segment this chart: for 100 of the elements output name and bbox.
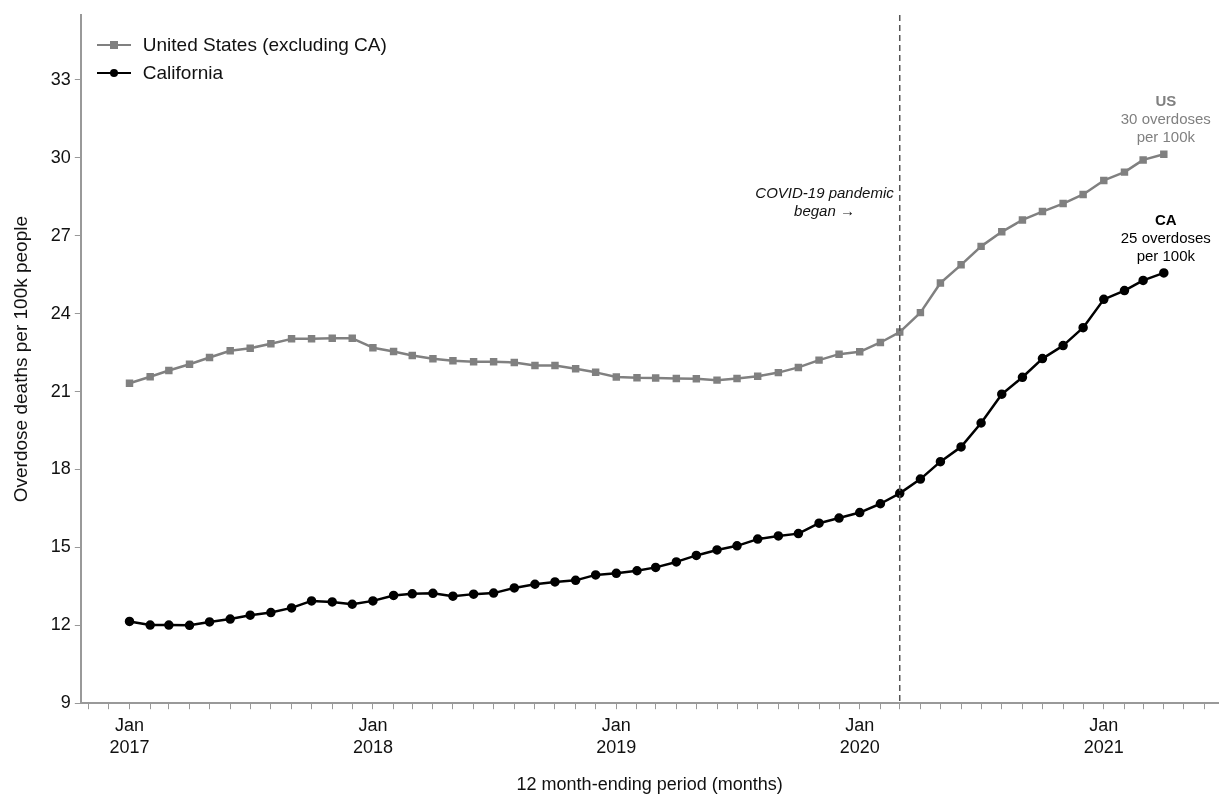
point	[267, 340, 275, 348]
point	[590, 570, 601, 580]
ref-line-label: COVID-19 pandemic began →	[755, 183, 894, 220]
point	[672, 374, 681, 383]
point	[408, 351, 416, 360]
point	[266, 607, 276, 618]
point	[632, 566, 642, 576]
point	[448, 591, 458, 601]
point	[245, 610, 255, 620]
point	[713, 376, 721, 384]
point	[1100, 176, 1108, 185]
point	[146, 373, 154, 381]
point	[571, 364, 580, 373]
point	[876, 338, 885, 347]
point	[205, 353, 214, 362]
y-tick-label: 24	[50, 302, 71, 323]
point	[915, 474, 926, 484]
point	[793, 528, 804, 539]
point	[752, 534, 763, 544]
point	[916, 308, 925, 317]
y-tick-label: 33	[50, 68, 71, 89]
y-tick-label: 18	[50, 458, 71, 479]
x-tick-label: Jan 2017	[109, 714, 150, 757]
point	[469, 357, 478, 366]
point	[591, 368, 600, 377]
point	[651, 374, 660, 382]
point	[1159, 268, 1169, 278]
point	[226, 347, 234, 355]
annotation: US 30 overdoses per 100k	[1120, 92, 1211, 147]
point	[997, 389, 1007, 399]
point	[976, 418, 986, 428]
point	[1017, 372, 1028, 383]
point	[489, 357, 498, 366]
point	[306, 596, 317, 606]
point	[856, 348, 864, 356]
point	[1099, 294, 1109, 305]
point	[389, 347, 398, 356]
point	[225, 614, 235, 624]
point	[1018, 216, 1027, 224]
point	[550, 577, 560, 587]
point	[1160, 150, 1168, 158]
legend-label: United States (excluding CA)	[142, 34, 387, 56]
point	[1079, 190, 1087, 199]
x-tick-label: Jan 2018	[352, 714, 393, 757]
point	[204, 617, 215, 627]
point	[692, 375, 701, 383]
point	[164, 620, 174, 630]
point	[428, 588, 438, 599]
point	[407, 589, 418, 599]
point	[1078, 322, 1088, 333]
point	[753, 372, 762, 380]
y-axis-title: Overdose deaths per 100k people	[9, 215, 31, 503]
point	[956, 442, 966, 452]
point	[551, 361, 559, 370]
point	[732, 541, 742, 551]
point	[1120, 168, 1129, 176]
point	[488, 588, 499, 598]
point	[977, 242, 985, 251]
point	[794, 363, 803, 372]
point	[1119, 285, 1130, 296]
point	[774, 368, 783, 377]
x-tick-label: Jan 2020	[839, 714, 880, 757]
point	[1139, 156, 1147, 164]
x-axis-title: 12 month-ending period (months)	[516, 774, 783, 795]
point	[307, 335, 316, 343]
point	[814, 518, 824, 528]
point	[510, 358, 519, 367]
point	[633, 374, 641, 382]
point	[327, 597, 337, 607]
point	[773, 531, 784, 541]
point	[347, 599, 357, 610]
point	[287, 335, 296, 343]
point	[124, 616, 135, 627]
y-tick-label: 15	[50, 536, 71, 557]
y-tick-label: 21	[50, 380, 71, 401]
point	[368, 596, 378, 606]
point	[612, 373, 621, 381]
point	[957, 261, 965, 269]
point	[286, 603, 297, 613]
point	[429, 355, 437, 363]
x-tick-label: Jan 2019	[596, 714, 637, 757]
point	[185, 360, 194, 369]
point	[1038, 207, 1047, 216]
annotation: CA 25 overdoses per 100k	[1120, 210, 1211, 265]
point	[671, 557, 682, 567]
point	[165, 366, 173, 375]
point	[712, 545, 722, 555]
point	[348, 334, 356, 343]
point	[733, 374, 741, 383]
point	[388, 590, 399, 601]
point	[468, 589, 479, 599]
point	[835, 350, 843, 358]
point	[611, 568, 622, 579]
y-tick-label: 12	[50, 614, 71, 635]
point	[894, 488, 905, 499]
point	[834, 513, 844, 523]
x-tick-label: Jan 2021	[1083, 714, 1124, 757]
legend-label: California	[142, 62, 224, 84]
point	[815, 356, 823, 364]
point	[896, 328, 904, 336]
